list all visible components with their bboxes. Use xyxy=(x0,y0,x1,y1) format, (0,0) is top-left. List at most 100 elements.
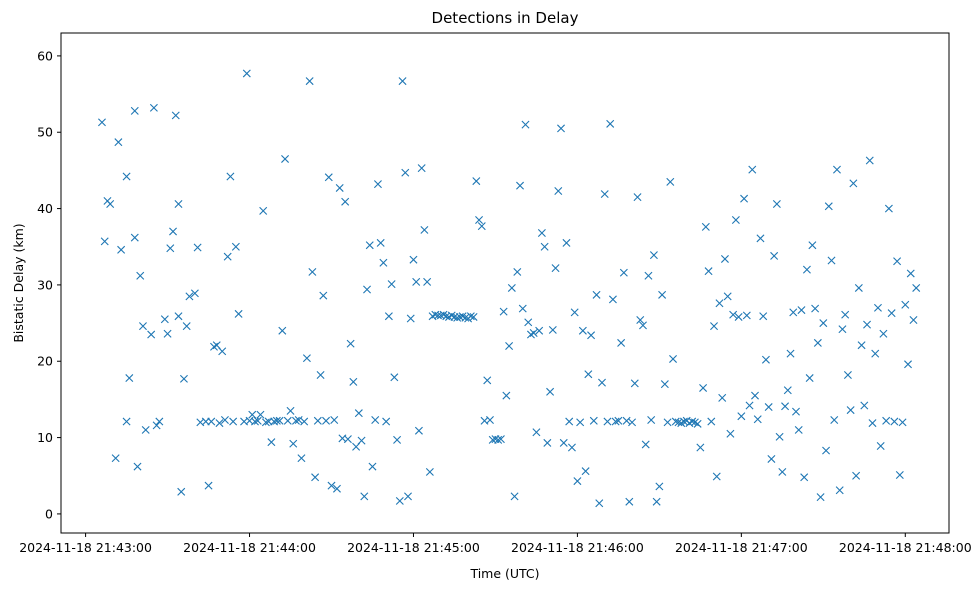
detection-marker xyxy=(671,417,680,426)
detection-marker xyxy=(567,443,576,452)
detection-marker xyxy=(136,271,145,280)
detection-marker xyxy=(617,338,626,347)
detection-marker xyxy=(644,271,653,280)
detection-marker xyxy=(518,304,527,313)
detection-marker xyxy=(901,300,910,309)
detection-marker xyxy=(655,482,664,491)
detection-marker xyxy=(734,312,743,321)
detection-marker xyxy=(890,417,899,426)
y-tick-label: 60 xyxy=(37,48,53,63)
detection-marker xyxy=(619,268,628,277)
detection-marker xyxy=(365,241,374,250)
detection-marker xyxy=(808,241,817,250)
detection-marker xyxy=(570,308,579,317)
detection-marker xyxy=(822,446,831,455)
detection-marker xyxy=(231,242,240,251)
detection-marker xyxy=(835,486,844,495)
detection-marker xyxy=(562,238,571,247)
detection-marker xyxy=(573,477,582,486)
detection-marker xyxy=(521,120,530,129)
detection-marker xyxy=(710,322,719,331)
detection-marker xyxy=(838,325,847,334)
detection-marker xyxy=(114,138,123,147)
detection-marker xyxy=(395,496,404,505)
detection-marker xyxy=(229,417,238,426)
detection-marker xyxy=(868,419,877,428)
detection-marker xyxy=(879,329,888,338)
detection-marker xyxy=(174,312,183,321)
detection-marker xyxy=(524,318,533,327)
detection-marker xyxy=(737,412,746,421)
detection-marker xyxy=(190,289,199,298)
detection-marker xyxy=(160,315,169,324)
detection-marker xyxy=(516,181,525,190)
detection-marker xyxy=(625,497,634,506)
detection-marker xyxy=(152,421,161,430)
detection-marker xyxy=(638,321,647,330)
detection-marker xyxy=(865,156,874,165)
detection-marker xyxy=(354,409,363,418)
detection-marker xyxy=(589,416,598,425)
detection-marker xyxy=(223,252,232,261)
detection-marker xyxy=(731,216,740,225)
detection-marker xyxy=(718,393,727,402)
detection-marker xyxy=(696,443,705,452)
detection-marker xyxy=(759,312,768,321)
detection-marker xyxy=(97,118,106,127)
detection-marker xyxy=(576,418,585,427)
detection-marker xyxy=(712,472,721,481)
detection-marker xyxy=(723,292,732,301)
detection-marker xyxy=(332,484,341,493)
detection-marker xyxy=(272,416,281,425)
detection-marker xyxy=(349,377,358,386)
y-tick-label: 50 xyxy=(37,125,53,140)
detection-marker xyxy=(800,473,809,482)
detection-marker xyxy=(595,499,604,508)
detection-marker xyxy=(360,492,369,501)
x-axis-label: Time (UTC) xyxy=(469,566,539,581)
detection-marker xyxy=(660,380,669,389)
detection-marker xyxy=(863,320,872,329)
detection-marker xyxy=(357,436,366,445)
detection-marker xyxy=(179,374,188,383)
detection-marker xyxy=(259,206,268,215)
detection-marker xyxy=(633,193,642,202)
detection-marker xyxy=(876,441,885,450)
detection-marker xyxy=(783,386,792,395)
detection-marker xyxy=(778,467,787,476)
detection-marker xyxy=(647,416,656,425)
y-tick-label: 40 xyxy=(37,201,53,216)
detection-marker xyxy=(535,326,544,335)
detection-marker xyxy=(895,470,904,479)
detection-marker xyxy=(832,165,841,174)
detection-marker xyxy=(584,370,593,379)
chart-title: Detections in Delay xyxy=(432,9,579,27)
detection-marker xyxy=(636,316,645,325)
detection-marker xyxy=(147,330,156,339)
detection-marker xyxy=(130,106,139,115)
detection-marker xyxy=(761,355,770,364)
detection-marker xyxy=(294,416,303,425)
detection-marker xyxy=(729,310,738,319)
detection-marker xyxy=(499,307,508,316)
detection-marker xyxy=(182,322,191,331)
detection-marker xyxy=(341,197,350,206)
detection-marker xyxy=(614,416,623,425)
detection-marker xyxy=(794,425,803,434)
detection-marker xyxy=(543,438,552,447)
detection-marker xyxy=(505,341,514,350)
detection-marker xyxy=(300,417,309,426)
detection-marker xyxy=(663,418,672,427)
detection-marker xyxy=(281,154,290,163)
detection-marker xyxy=(873,303,882,312)
detection-marker xyxy=(882,416,891,425)
detection-marker xyxy=(720,254,729,263)
detection-marker xyxy=(122,172,131,181)
detection-marker xyxy=(393,435,402,444)
detection-marker xyxy=(857,341,866,350)
detection-marker xyxy=(898,418,907,427)
detection-marker xyxy=(226,172,235,181)
y-tick-label: 30 xyxy=(37,277,53,292)
detection-marker xyxy=(111,454,120,463)
